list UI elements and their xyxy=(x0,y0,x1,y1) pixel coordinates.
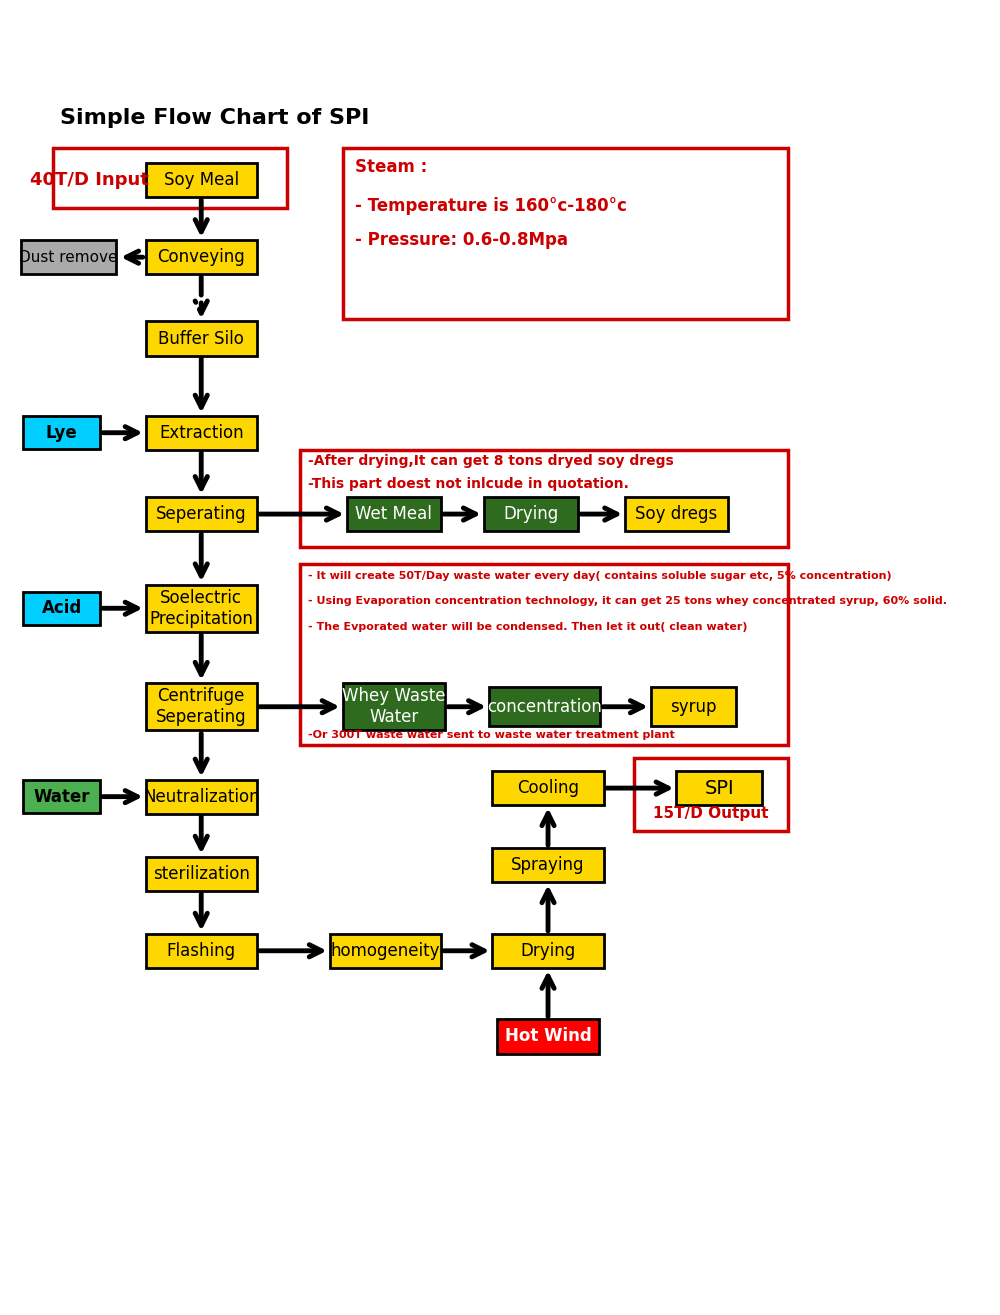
Text: sterilization: sterilization xyxy=(153,865,250,882)
Text: Seperating: Seperating xyxy=(156,505,247,523)
Bar xyxy=(347,497,441,531)
Text: SPI: SPI xyxy=(704,778,734,798)
Text: Water: Water xyxy=(33,788,90,806)
Bar xyxy=(634,759,788,831)
Text: Neutralization: Neutralization xyxy=(143,788,260,806)
Bar xyxy=(343,147,788,318)
Text: - Using Evaporation concentration technology, it can get 25 tons whey concentrat: - Using Evaporation concentration techno… xyxy=(308,597,947,606)
Text: - The Evporated water will be condensed. Then let it out( clean water): - The Evporated water will be condensed.… xyxy=(308,622,748,633)
Text: Drying: Drying xyxy=(520,942,576,960)
Text: Flashing: Flashing xyxy=(167,942,236,960)
Bar xyxy=(23,780,100,813)
Bar xyxy=(489,688,600,726)
Bar xyxy=(21,241,116,275)
Text: - Pressure: 0.6-0.8Mpa: - Pressure: 0.6-0.8Mpa xyxy=(355,231,568,249)
Text: Simple Flow Chart of SPI: Simple Flow Chart of SPI xyxy=(60,108,369,129)
Text: Spraying: Spraying xyxy=(511,856,585,874)
Text: homogeneity: homogeneity xyxy=(331,942,440,960)
Bar xyxy=(300,450,788,547)
Text: Dust remove: Dust remove xyxy=(19,250,118,264)
Text: Drying: Drying xyxy=(503,505,559,523)
Text: Acid: Acid xyxy=(42,600,82,617)
Bar xyxy=(625,497,728,531)
Bar xyxy=(492,934,604,968)
Text: Extraction: Extraction xyxy=(159,423,244,442)
Bar xyxy=(330,934,441,968)
Bar xyxy=(146,416,257,450)
Text: 15T/D Output: 15T/D Output xyxy=(653,806,768,822)
Text: Soelectric
Precipitation: Soelectric Precipitation xyxy=(149,589,253,627)
Bar xyxy=(492,771,604,805)
Bar xyxy=(23,592,100,625)
Text: 40T/D Input: 40T/D Input xyxy=(30,171,149,189)
Bar xyxy=(343,684,445,730)
Bar xyxy=(146,321,257,355)
Bar xyxy=(23,417,100,448)
Text: -After drying,It can get 8 tons dryed soy dregs: -After drying,It can get 8 tons dryed so… xyxy=(308,454,674,468)
Text: Soy dregs: Soy dregs xyxy=(635,505,718,523)
Text: -This part doest not inlcude in quotation.: -This part doest not inlcude in quotatio… xyxy=(308,477,629,490)
Bar xyxy=(146,684,257,730)
Bar xyxy=(492,848,604,882)
Text: Hot Wind: Hot Wind xyxy=(505,1027,591,1045)
Bar xyxy=(146,780,257,814)
Text: Centrifuge
Seperating: Centrifuge Seperating xyxy=(156,688,247,726)
Bar xyxy=(146,934,257,968)
Bar xyxy=(497,1019,599,1053)
Text: Soy Meal: Soy Meal xyxy=(164,171,239,189)
Text: Lye: Lye xyxy=(46,423,78,442)
Text: Steam :: Steam : xyxy=(355,158,428,176)
Text: - Temperature is 160°c-180°c: - Temperature is 160°c-180°c xyxy=(355,197,627,214)
Text: Buffer Silo: Buffer Silo xyxy=(158,330,244,347)
Bar xyxy=(146,497,257,531)
Text: syrup: syrup xyxy=(670,698,717,715)
Text: Conveying: Conveying xyxy=(157,249,245,266)
Bar xyxy=(651,688,736,726)
Bar xyxy=(53,147,287,208)
Bar xyxy=(484,497,578,531)
Bar xyxy=(146,856,257,890)
Text: -Or 300T waste water sent to waste water treatment plant: -Or 300T waste water sent to waste water… xyxy=(308,730,675,740)
Bar xyxy=(146,241,257,275)
Text: Whey Waste
Water: Whey Waste Water xyxy=(342,688,446,726)
Bar xyxy=(300,564,788,746)
Text: - It will create 50T/Day waste water every day( contains soluble sugar etc, 5% c: - It will create 50T/Day waste water eve… xyxy=(308,571,892,581)
Text: concentration: concentration xyxy=(487,698,602,715)
Text: Cooling: Cooling xyxy=(517,778,579,797)
Text: Wet Meal: Wet Meal xyxy=(355,505,432,523)
Bar xyxy=(676,771,762,805)
Bar xyxy=(146,163,257,197)
Bar xyxy=(146,585,257,631)
